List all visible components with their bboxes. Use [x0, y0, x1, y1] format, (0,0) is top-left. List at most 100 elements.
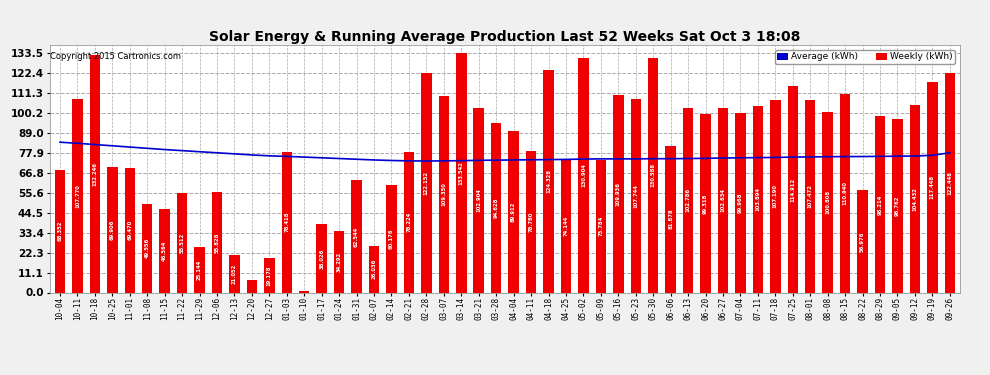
Bar — [910, 105, 920, 292]
Text: 60.176: 60.176 — [389, 228, 394, 249]
Text: 94.628: 94.628 — [494, 198, 499, 218]
Bar — [125, 168, 135, 292]
Bar — [770, 100, 780, 292]
Bar — [752, 106, 763, 292]
Bar — [560, 159, 571, 292]
Bar — [875, 116, 885, 292]
Text: 78.418: 78.418 — [284, 212, 289, 232]
Text: 130.588: 130.588 — [650, 164, 655, 188]
Bar — [631, 99, 641, 292]
Text: 117.448: 117.448 — [930, 175, 935, 199]
Bar — [177, 193, 187, 292]
Bar — [683, 108, 693, 292]
Bar — [805, 100, 816, 292]
Text: 78.224: 78.224 — [407, 212, 412, 232]
Bar — [456, 53, 466, 292]
Bar — [944, 73, 955, 292]
Text: 25.144: 25.144 — [197, 260, 202, 280]
Bar — [159, 209, 170, 292]
Bar — [823, 112, 833, 292]
Text: 107.770: 107.770 — [75, 184, 80, 208]
Text: 21.052: 21.052 — [232, 264, 237, 284]
Bar — [596, 160, 606, 292]
Text: 98.214: 98.214 — [877, 194, 882, 214]
Text: 133.542: 133.542 — [458, 161, 463, 184]
Text: 26.036: 26.036 — [371, 259, 376, 279]
Text: 122.152: 122.152 — [424, 171, 429, 195]
Text: 19.178: 19.178 — [267, 265, 272, 285]
Bar — [264, 258, 274, 292]
Text: 99.318: 99.318 — [703, 193, 708, 214]
Text: 68.352: 68.352 — [57, 221, 62, 242]
Bar — [526, 151, 537, 292]
Bar — [351, 180, 361, 292]
Text: 81.878: 81.878 — [668, 209, 673, 230]
Text: 103.894: 103.894 — [755, 188, 760, 211]
Text: 102.786: 102.786 — [686, 188, 691, 212]
Text: 78.780: 78.780 — [529, 211, 534, 232]
Text: 55.512: 55.512 — [179, 232, 184, 253]
Text: 74.144: 74.144 — [563, 216, 568, 236]
Bar — [700, 114, 711, 292]
Bar — [928, 82, 938, 292]
Text: 69.906: 69.906 — [110, 220, 115, 240]
Text: 114.912: 114.912 — [790, 177, 795, 201]
Bar — [892, 119, 903, 292]
Text: 56.976: 56.976 — [860, 231, 865, 252]
Bar — [142, 204, 152, 292]
Bar — [509, 131, 519, 292]
Bar — [386, 184, 397, 292]
Bar — [840, 93, 850, 292]
Text: 49.556: 49.556 — [145, 238, 149, 258]
Text: 73.784: 73.784 — [598, 216, 603, 237]
Bar — [613, 95, 624, 292]
Bar — [736, 113, 745, 292]
Text: 107.190: 107.190 — [773, 184, 778, 209]
Bar — [317, 224, 327, 292]
Bar — [230, 255, 240, 292]
Text: 109.350: 109.350 — [442, 183, 446, 206]
Bar — [54, 170, 65, 292]
Text: 104.432: 104.432 — [913, 187, 918, 211]
Bar — [334, 231, 345, 292]
Bar — [247, 280, 257, 292]
Text: 89.912: 89.912 — [511, 202, 516, 222]
Bar — [194, 248, 205, 292]
Text: Copyright 2015 Cartronics.com: Copyright 2015 Cartronics.com — [50, 53, 181, 62]
Text: 102.904: 102.904 — [476, 188, 481, 212]
Text: 102.634: 102.634 — [721, 189, 726, 213]
Legend: Average (kWh), Weekly (kWh): Average (kWh), Weekly (kWh) — [775, 50, 955, 64]
Text: 109.936: 109.936 — [616, 182, 621, 206]
Text: 124.328: 124.328 — [546, 169, 551, 193]
Text: 107.472: 107.472 — [808, 184, 813, 208]
Bar — [421, 74, 432, 292]
Text: 55.828: 55.828 — [215, 232, 220, 253]
Bar — [212, 192, 222, 292]
Bar — [299, 291, 310, 292]
Bar — [473, 108, 484, 292]
Bar — [578, 58, 589, 292]
Text: 96.762: 96.762 — [895, 195, 900, 216]
Bar — [788, 86, 798, 292]
Text: 110.940: 110.940 — [842, 181, 847, 205]
Text: 38.026: 38.026 — [319, 248, 324, 268]
Text: 69.470: 69.470 — [128, 220, 133, 240]
Bar — [439, 96, 449, 292]
Bar — [648, 58, 658, 292]
Text: 34.292: 34.292 — [337, 252, 342, 272]
Text: 107.744: 107.744 — [634, 184, 639, 208]
Text: 99.968: 99.968 — [738, 193, 742, 213]
Bar — [72, 99, 82, 292]
Bar — [491, 123, 501, 292]
Text: 62.544: 62.544 — [354, 226, 359, 246]
Bar — [90, 56, 100, 292]
Bar — [544, 69, 553, 292]
Text: 122.448: 122.448 — [947, 171, 952, 195]
Bar — [281, 152, 292, 292]
Text: 100.808: 100.808 — [826, 190, 831, 214]
Bar — [857, 190, 868, 292]
Bar — [107, 167, 118, 292]
Bar — [718, 108, 729, 292]
Bar — [369, 246, 379, 292]
Title: Solar Energy & Running Average Production Last 52 Weeks Sat Oct 3 18:08: Solar Energy & Running Average Productio… — [209, 30, 801, 44]
